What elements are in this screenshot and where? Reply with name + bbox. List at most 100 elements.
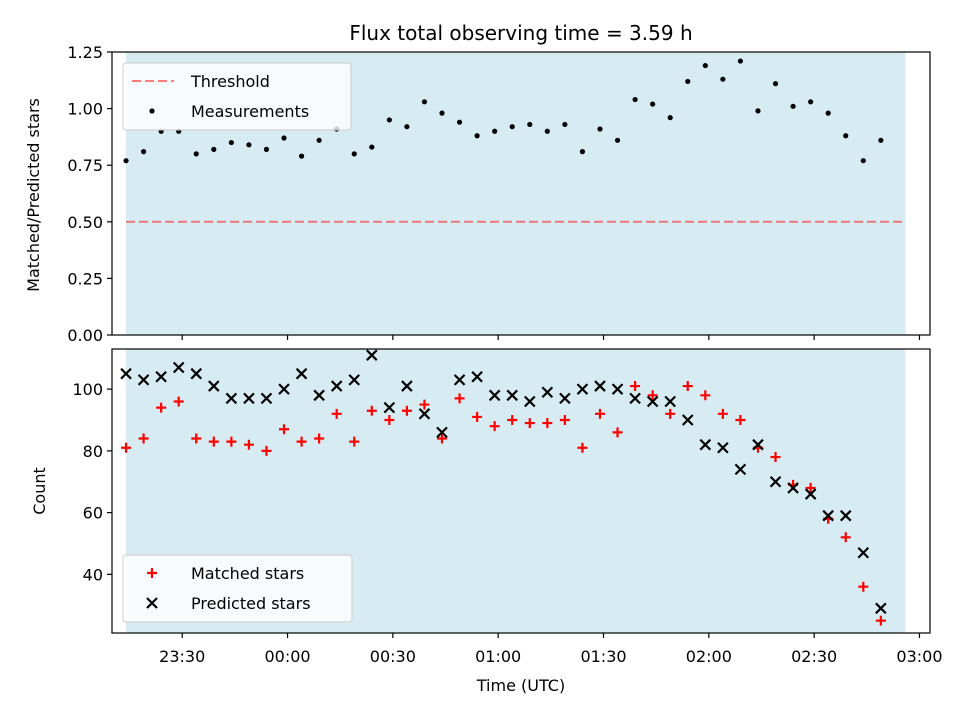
predicted-star-point <box>366 349 378 361</box>
predicted-star-point <box>559 392 571 405</box>
matched-star-point <box>577 442 588 453</box>
measurement-point <box>808 99 814 105</box>
predicted-star-point <box>857 546 870 559</box>
ratio-y-axis-label: Matched/Predicted stars <box>24 98 43 292</box>
measurement-point <box>509 124 515 130</box>
measurement-point <box>492 128 498 134</box>
y-tick-label: 100 <box>72 380 103 399</box>
measurement-point <box>755 108 761 114</box>
matched-star-point <box>208 436 219 447</box>
x-tick-label: 00:30 <box>370 647 416 666</box>
legend-matched-swatch <box>147 568 157 578</box>
legend-matched-label: Matched stars <box>191 564 304 583</box>
measurement-point <box>650 101 656 107</box>
y-tick-label: 40 <box>83 565 103 584</box>
measurement-point <box>228 139 234 146</box>
predicted-star-point <box>243 392 255 405</box>
predicted-star-point <box>646 395 659 408</box>
predicted-star-point <box>875 602 887 615</box>
measurement-point <box>316 137 322 143</box>
matched-star-point <box>121 442 132 453</box>
measurement-point <box>140 149 147 155</box>
predicted-star-point <box>383 401 396 414</box>
matched-star-point <box>489 421 500 432</box>
predicted-star-point <box>313 389 325 402</box>
predicted-star-point <box>488 389 501 402</box>
predicted-star-point <box>278 383 290 395</box>
x-tick-label: 02:30 <box>791 647 837 666</box>
matched-star-point <box>331 408 342 419</box>
ratio-legend-box <box>122 62 352 131</box>
matched-star-point <box>437 433 448 444</box>
measurement-point <box>702 62 708 69</box>
predicted-star-point <box>822 509 834 522</box>
matched-star-point <box>472 411 483 422</box>
chart-title: Flux total observing time = 3.59 h <box>349 21 692 45</box>
predicted-star-point <box>137 374 150 386</box>
predicted-star-point <box>120 367 132 380</box>
predicted-star-point <box>611 383 624 395</box>
measurement-point <box>369 144 375 150</box>
x-tick-label: 01:30 <box>580 647 626 666</box>
ratio-x-ticks <box>181 335 921 340</box>
predicted-star-point <box>804 488 817 500</box>
measurement-point <box>263 146 270 152</box>
predicted-star-point <box>436 426 448 439</box>
measurement-point <box>614 137 621 143</box>
predicted-star-point <box>769 475 782 488</box>
predicted-star-point <box>681 414 694 426</box>
matched-star-point <box>243 439 254 450</box>
matched-star-point <box>858 581 869 592</box>
predicted-star-point <box>541 386 554 398</box>
count-x-ticks: 23:30 00:00 00:30 01:00 01:30 02:00 02:30 03:00 <box>159 633 943 666</box>
matched-star-point <box>682 381 693 392</box>
matched-star-point <box>524 418 535 429</box>
matched-star-point <box>419 399 430 410</box>
predicted-star-point <box>208 380 220 392</box>
predicted-star-point <box>295 367 308 380</box>
matched-star-point <box>700 390 711 401</box>
predicted-star-point <box>453 374 466 386</box>
matched-star-point <box>384 415 395 425</box>
measurement-point <box>878 137 884 143</box>
matched-star-point <box>226 436 237 447</box>
matched-star-point <box>665 408 676 419</box>
predicted-star-point <box>190 367 203 380</box>
x-tick-label: 02:00 <box>686 647 732 666</box>
measurement-point <box>632 96 638 103</box>
x-tick-label: 03:00 <box>896 647 942 666</box>
predicted-star-point <box>506 389 519 402</box>
y-tick-label: 1.25 <box>67 43 103 62</box>
matched-star-point <box>349 436 360 447</box>
y-tick-label: 80 <box>83 442 103 461</box>
measurement-point <box>843 133 849 139</box>
legend-predicted-swatch <box>146 597 158 609</box>
matched-star-point <box>612 427 623 438</box>
predicted-star-point <box>225 392 238 405</box>
count-y-ticks: 40 60 80 100 <box>72 380 112 584</box>
count-legend-box <box>122 554 353 623</box>
y-tick-label: 1.00 <box>67 100 103 119</box>
predicted-star-point <box>734 463 747 476</box>
predicted-star-point <box>839 509 852 522</box>
measurement-point <box>298 153 305 159</box>
predicted-star-point <box>418 408 431 420</box>
predicted-star-point <box>717 442 729 454</box>
measurement-point <box>351 151 357 157</box>
matched-star-point <box>630 381 641 392</box>
matched-star-point <box>454 393 465 404</box>
matched-star-point <box>401 405 412 416</box>
measurement-point <box>439 110 445 116</box>
predicted-star-point <box>155 371 167 383</box>
predicted-stars-series <box>120 349 887 615</box>
measurement-point <box>474 133 480 139</box>
matched-star-point <box>261 445 272 456</box>
y-tick-label: 0.50 <box>67 213 103 232</box>
predicted-star-point <box>348 374 361 386</box>
measurement-point <box>123 158 129 164</box>
measurement-point <box>860 158 866 164</box>
measurement-point <box>404 124 410 130</box>
matched-star-point <box>594 408 605 419</box>
predicted-star-point <box>172 361 185 374</box>
matched-star-point <box>805 482 816 493</box>
